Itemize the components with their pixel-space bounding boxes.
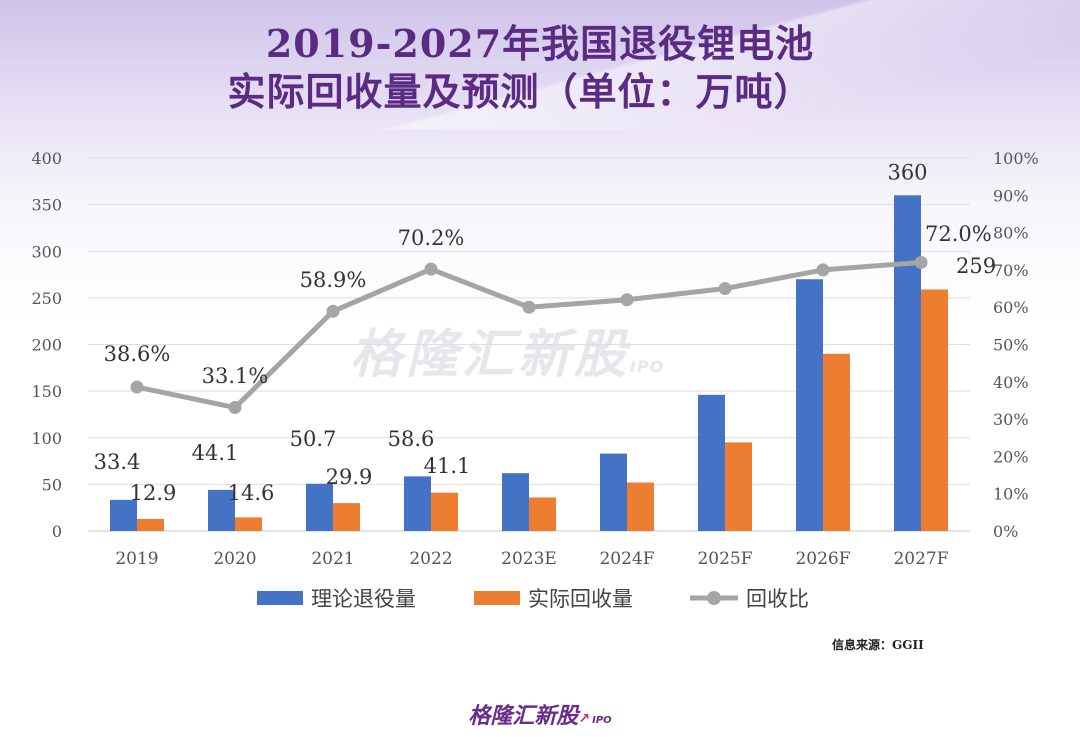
footer-logo: 格隆汇新股↗ IPO xyxy=(0,698,1080,730)
bar-label-theoretical: 360 xyxy=(887,160,927,184)
x-tick-label: 2023E xyxy=(501,549,557,569)
y-right-tick-label: 60% xyxy=(993,298,1029,317)
y-right-tick-label: 30% xyxy=(993,410,1029,429)
y-right-tick-label: 70% xyxy=(993,261,1029,280)
legend-label: 回收比 xyxy=(746,587,809,611)
y-left-tick-label: 50 xyxy=(42,475,62,494)
legend-swatch-marker xyxy=(707,591,721,605)
legend-swatch xyxy=(257,591,303,605)
bar-actual xyxy=(529,497,556,531)
y-left-tick-label: 250 xyxy=(31,289,62,308)
y-left-tick-label: 350 xyxy=(31,196,62,215)
bar-label-actual: 29.9 xyxy=(326,465,373,489)
y-left-tick-label: 300 xyxy=(31,242,62,261)
chart-title: 2019-2027年我国退役锂电池 实际回收量及预测（单位：万吨） xyxy=(0,20,1080,116)
y-left-tick-label: 150 xyxy=(31,382,62,401)
x-tick-label: 2025F xyxy=(697,549,752,569)
y-right-tick-label: 10% xyxy=(993,485,1029,504)
bar-actual xyxy=(431,492,458,531)
ratio-point xyxy=(424,262,438,276)
x-tick-label: 2019 xyxy=(115,549,158,569)
ratio-point xyxy=(130,380,144,394)
ratio-point xyxy=(816,263,830,277)
y-left-tick-label: 200 xyxy=(31,336,62,355)
legend-label: 实际回收量 xyxy=(528,587,633,611)
line-label-ratio: 70.2% xyxy=(398,226,465,250)
y-right-tick-label: 80% xyxy=(993,224,1029,243)
legend-swatch xyxy=(474,591,520,605)
ratio-point xyxy=(914,255,928,269)
background-stripe xyxy=(0,0,1080,130)
bar-theoretical xyxy=(502,473,529,531)
bar-label-theoretical: 33.4 xyxy=(94,450,141,474)
bar-actual xyxy=(137,518,164,531)
y-right-tick-label: 40% xyxy=(993,373,1029,392)
bar-theoretical xyxy=(894,195,921,532)
trend-arrow-icon: ↗ xyxy=(578,711,591,727)
y-right-tick-label: 20% xyxy=(993,447,1029,466)
bar-actual xyxy=(823,353,850,531)
ratio-point xyxy=(522,300,536,314)
footer-logo-ipo: IPO xyxy=(592,715,612,726)
y-right-tick-label: 0% xyxy=(993,522,1018,541)
bar-label-actual: 41.1 xyxy=(424,454,471,478)
bar-label-actual: 14.6 xyxy=(228,481,275,505)
y-left-tick-label: 100 xyxy=(31,429,62,448)
bar-actual xyxy=(725,442,752,531)
bar-actual xyxy=(235,517,262,531)
x-tick-label: 2022 xyxy=(409,549,452,569)
bar-actual xyxy=(333,503,360,531)
y-left-tick-label: 0 xyxy=(52,522,62,541)
bar-theoretical xyxy=(698,394,725,531)
x-tick-label: 2021 xyxy=(311,549,354,569)
bar-theoretical xyxy=(306,483,333,531)
ratio-point xyxy=(718,282,732,296)
bar-theoretical xyxy=(600,453,627,531)
x-tick-label: 2026F xyxy=(795,549,850,569)
bar-label-theoretical: 58.6 xyxy=(388,427,435,451)
ratio-point xyxy=(620,293,634,307)
bar-actual xyxy=(921,289,948,531)
ratio-point xyxy=(326,304,340,318)
bar-theoretical xyxy=(796,279,823,531)
footer-logo-text: 格隆汇新股 xyxy=(468,704,579,729)
line-label-ratio: 72.0% xyxy=(925,222,992,246)
y-right-tick-label: 100% xyxy=(993,149,1039,168)
title-line-2: 实际回收量及预测（单位：万吨） xyxy=(227,69,813,114)
y-left-tick-label: 400 xyxy=(31,149,62,168)
x-tick-label: 2024F xyxy=(599,549,654,569)
bar-theoretical xyxy=(208,489,235,531)
ratio-point xyxy=(228,401,242,415)
bar-label-actual: 259 xyxy=(956,254,996,278)
x-tick-label: 2027F xyxy=(893,549,948,569)
title-line-1: 2019-2027年我国退役锂电池 xyxy=(265,21,815,66)
y-right-tick-label: 90% xyxy=(993,186,1029,205)
bar-label-actual: 12.9 xyxy=(130,481,177,505)
line-label-ratio: 58.9% xyxy=(300,268,367,292)
source-note: 信息来源：GGII xyxy=(832,638,924,652)
bar-theoretical xyxy=(404,476,431,531)
bar-actual xyxy=(627,482,654,531)
bar-theoretical xyxy=(110,499,137,531)
line-label-ratio: 38.6% xyxy=(104,342,171,366)
line-label-ratio: 33.1% xyxy=(202,364,269,388)
x-tick-label: 2020 xyxy=(213,549,256,569)
bar-label-theoretical: 50.7 xyxy=(290,427,337,451)
y-right-tick-label: 50% xyxy=(993,336,1029,355)
bar-label-theoretical: 44.1 xyxy=(192,441,239,465)
legend-label: 理论退役量 xyxy=(311,587,416,611)
